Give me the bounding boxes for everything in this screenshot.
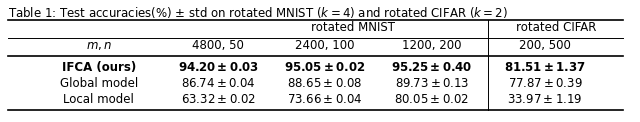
Text: 200, 500: 200, 500 — [519, 39, 571, 52]
Text: 4800, 50: 4800, 50 — [192, 39, 244, 52]
Text: $80.05 \pm 0.02$: $80.05 \pm 0.02$ — [394, 93, 469, 106]
Text: Global model: Global model — [60, 77, 138, 90]
Text: $89.73 \pm 0.13$: $89.73 \pm 0.13$ — [395, 77, 469, 90]
Text: IFCA (ours): IFCA (ours) — [61, 61, 136, 74]
Text: $m, n$: $m, n$ — [86, 39, 112, 52]
Text: $86.74 \pm 0.04$: $86.74 \pm 0.04$ — [181, 77, 255, 90]
Text: rotated CIFAR: rotated CIFAR — [516, 21, 596, 34]
Text: rotated MNIST: rotated MNIST — [311, 21, 396, 34]
Text: $\mathbf{81.51 \pm 1.37}$: $\mathbf{81.51 \pm 1.37}$ — [504, 61, 586, 74]
Text: $77.87 \pm 0.39$: $77.87 \pm 0.39$ — [508, 77, 582, 90]
Text: 2400, 100: 2400, 100 — [295, 39, 355, 52]
Text: $\mathbf{94.20 \pm 0.03}$: $\mathbf{94.20 \pm 0.03}$ — [177, 61, 259, 74]
Text: $\mathbf{95.05 \pm 0.02}$: $\mathbf{95.05 \pm 0.02}$ — [284, 61, 365, 74]
Text: Table 1: Test accuracies(%) $\pm$ std on rotated MNIST ($k = 4$) and rotated CIF: Table 1: Test accuracies(%) $\pm$ std on… — [8, 5, 508, 20]
Text: $63.32 \pm 0.02$: $63.32 \pm 0.02$ — [180, 93, 256, 106]
Text: $\mathbf{95.25 \pm 0.40}$: $\mathbf{95.25 \pm 0.40}$ — [391, 61, 472, 74]
Text: $33.97 \pm 1.19$: $33.97 \pm 1.19$ — [508, 93, 582, 106]
Text: $73.66 \pm 0.04$: $73.66 \pm 0.04$ — [287, 93, 363, 106]
Text: 1200, 200: 1200, 200 — [402, 39, 461, 52]
Text: $88.65 \pm 0.08$: $88.65 \pm 0.08$ — [287, 77, 363, 90]
Text: Local model: Local model — [63, 93, 134, 106]
